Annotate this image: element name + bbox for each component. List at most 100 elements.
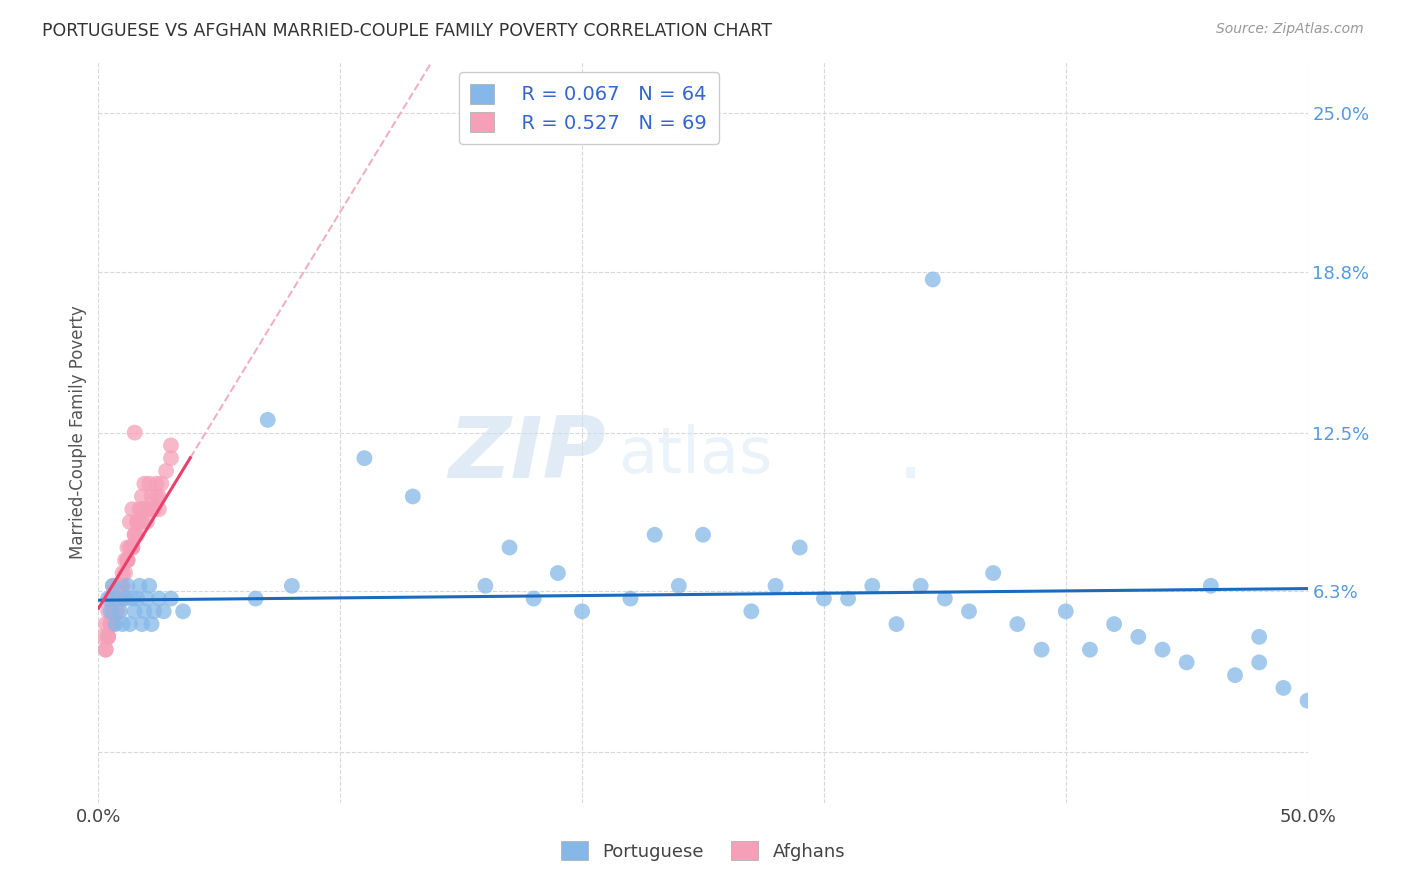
Point bbox=[148, 502, 170, 516]
Point bbox=[1272, 681, 1295, 695]
Point bbox=[104, 604, 127, 618]
Point bbox=[121, 591, 143, 606]
Point bbox=[886, 617, 908, 632]
Point bbox=[118, 515, 141, 529]
Point bbox=[135, 502, 157, 516]
Point bbox=[131, 502, 153, 516]
Point bbox=[127, 591, 149, 606]
Point bbox=[101, 604, 124, 618]
Point bbox=[644, 527, 666, 541]
Point bbox=[148, 591, 170, 606]
Point bbox=[474, 579, 496, 593]
Point bbox=[668, 579, 690, 593]
Point bbox=[160, 451, 183, 466]
Point bbox=[547, 566, 569, 580]
Text: Source: ZipAtlas.com: Source: ZipAtlas.com bbox=[1216, 22, 1364, 37]
Point bbox=[111, 579, 134, 593]
Point bbox=[121, 502, 143, 516]
Point bbox=[128, 502, 150, 516]
Point bbox=[1007, 617, 1029, 632]
Point bbox=[131, 515, 153, 529]
Point bbox=[135, 502, 157, 516]
Point bbox=[1152, 642, 1174, 657]
Point bbox=[104, 591, 127, 606]
Text: ZIP: ZIP bbox=[449, 413, 606, 496]
Point bbox=[1249, 630, 1271, 644]
Point bbox=[619, 591, 641, 606]
Point bbox=[921, 272, 943, 286]
Point bbox=[101, 579, 124, 593]
Point bbox=[124, 425, 146, 440]
Point bbox=[1223, 668, 1246, 682]
Point bbox=[135, 591, 157, 606]
Point bbox=[111, 566, 134, 580]
Point bbox=[138, 476, 160, 491]
Point bbox=[118, 617, 141, 632]
Point bbox=[281, 579, 304, 593]
Text: PORTUGUESE VS AFGHAN MARRIED-COUPLE FAMILY POVERTY CORRELATION CHART: PORTUGUESE VS AFGHAN MARRIED-COUPLE FAMI… bbox=[42, 22, 772, 40]
Point bbox=[1249, 656, 1271, 670]
Point bbox=[124, 527, 146, 541]
Text: .: . bbox=[897, 413, 924, 496]
Point bbox=[138, 579, 160, 593]
Point bbox=[100, 617, 122, 632]
Point bbox=[97, 591, 120, 606]
Point bbox=[145, 490, 167, 504]
Point bbox=[118, 541, 141, 555]
Point bbox=[134, 604, 156, 618]
Text: atlas: atlas bbox=[619, 424, 773, 486]
Point bbox=[108, 604, 131, 618]
Point bbox=[101, 579, 124, 593]
Point bbox=[97, 630, 120, 644]
Point bbox=[100, 591, 122, 606]
Point bbox=[740, 604, 762, 618]
Point bbox=[127, 527, 149, 541]
Point bbox=[97, 630, 120, 644]
Point bbox=[91, 630, 114, 644]
Point bbox=[523, 591, 546, 606]
Point bbox=[128, 515, 150, 529]
Point bbox=[1078, 642, 1101, 657]
Point bbox=[117, 579, 139, 593]
Point bbox=[148, 490, 170, 504]
Point bbox=[104, 617, 127, 632]
Point bbox=[108, 579, 131, 593]
Point bbox=[114, 591, 136, 606]
Point bbox=[100, 617, 122, 632]
Point bbox=[152, 604, 174, 618]
Point bbox=[837, 591, 859, 606]
Point bbox=[117, 553, 139, 567]
Point bbox=[117, 541, 139, 555]
Point bbox=[100, 617, 122, 632]
Point bbox=[97, 630, 120, 644]
Point bbox=[107, 604, 129, 618]
Point bbox=[981, 566, 1004, 580]
Point bbox=[141, 490, 163, 504]
Point bbox=[111, 579, 134, 593]
Y-axis label: Married-Couple Family Poverty: Married-Couple Family Poverty bbox=[69, 306, 87, 559]
Point bbox=[160, 438, 183, 452]
Point bbox=[135, 515, 157, 529]
Point bbox=[121, 541, 143, 555]
Point bbox=[114, 566, 136, 580]
Point bbox=[127, 515, 149, 529]
Legend: Portuguese, Afghans: Portuguese, Afghans bbox=[554, 834, 852, 868]
Point bbox=[108, 591, 131, 606]
Point bbox=[571, 604, 593, 618]
Point bbox=[765, 579, 787, 593]
Point bbox=[813, 591, 835, 606]
Point bbox=[402, 490, 425, 504]
Point bbox=[128, 579, 150, 593]
Point bbox=[910, 579, 932, 593]
Point bbox=[1175, 656, 1198, 670]
Point bbox=[141, 617, 163, 632]
Point bbox=[141, 502, 163, 516]
Point bbox=[104, 591, 127, 606]
Point bbox=[121, 541, 143, 555]
Point bbox=[108, 579, 131, 593]
Point bbox=[860, 579, 883, 593]
Point bbox=[97, 604, 120, 618]
Point bbox=[107, 591, 129, 606]
Point bbox=[124, 527, 146, 541]
Point bbox=[111, 591, 134, 606]
